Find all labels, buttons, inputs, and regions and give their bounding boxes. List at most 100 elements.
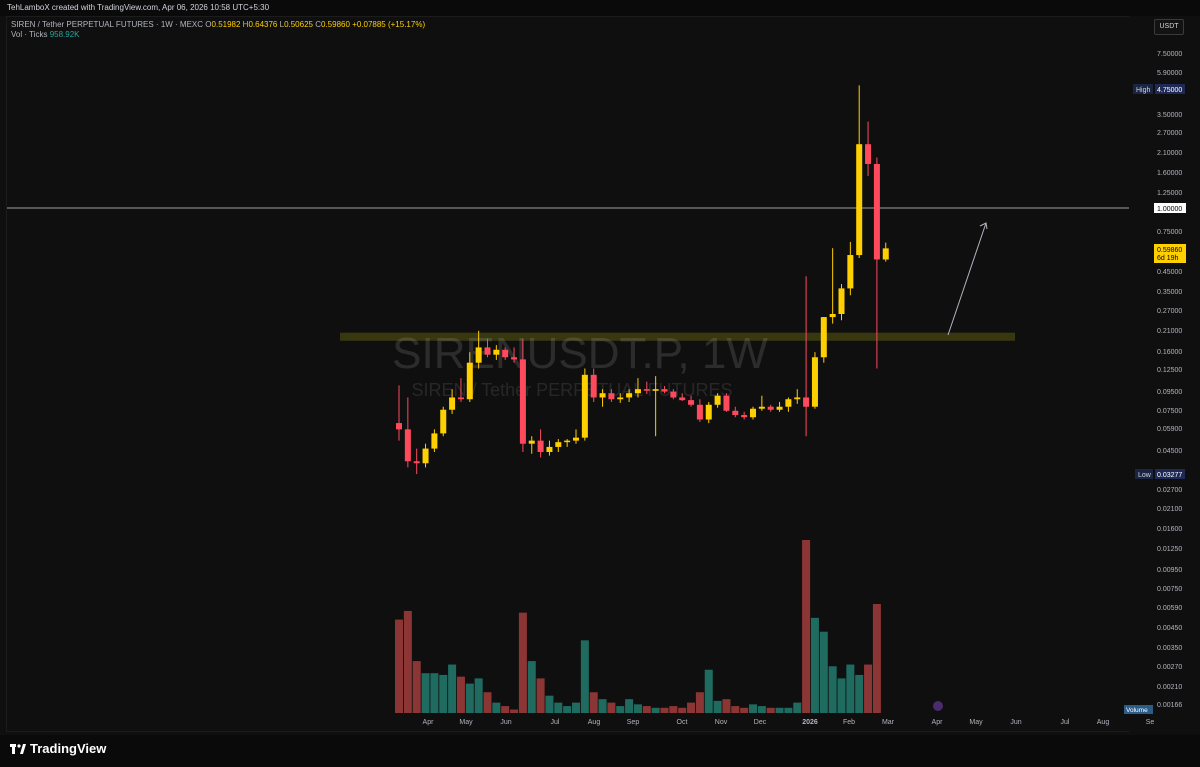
candle[interactable]: [502, 347, 509, 360]
candle[interactable]: [820, 317, 827, 363]
legend-symbol-row: SIREN / Tether PERPETUAL FUTURES · 1W · …: [11, 20, 425, 30]
candle[interactable]: [723, 393, 730, 412]
candle[interactable]: [608, 389, 615, 402]
price-axis-label: 0.09500: [1157, 389, 1182, 396]
candle[interactable]: [794, 389, 801, 404]
candle[interactable]: [511, 347, 518, 363]
volume-bar: [625, 699, 634, 713]
candle[interactable]: [873, 157, 880, 369]
candle[interactable]: [803, 276, 810, 437]
candle[interactable]: [457, 378, 464, 402]
candle-body: [449, 397, 456, 410]
legend-volume-label: Vol · Ticks: [11, 30, 48, 39]
candle[interactable]: [617, 393, 624, 403]
volume-bar: [766, 707, 775, 713]
candle[interactable]: [396, 385, 402, 441]
candle[interactable]: [882, 242, 889, 262]
candle[interactable]: [776, 401, 783, 412]
candle[interactable]: [741, 411, 748, 420]
candle[interactable]: [431, 429, 438, 452]
volume-bar: [669, 706, 678, 713]
candle[interactable]: [537, 429, 544, 458]
candle[interactable]: [422, 443, 429, 468]
candle[interactable]: [652, 376, 659, 437]
candle[interactable]: [856, 85, 863, 258]
price-axis-background[interactable]: [1129, 16, 1194, 732]
price-axis-label: 0.00270: [1157, 664, 1182, 671]
candle[interactable]: [643, 381, 650, 395]
candle[interactable]: [564, 439, 571, 447]
candle[interactable]: [546, 440, 553, 456]
candle[interactable]: [811, 352, 818, 409]
candle[interactable]: [573, 429, 579, 444]
volume-bar: [704, 669, 713, 713]
candle[interactable]: [449, 389, 456, 414]
candle[interactable]: [484, 338, 491, 358]
volume-bar: [828, 666, 837, 713]
trend-arrow-head: [979, 222, 988, 230]
candle[interactable]: [829, 248, 836, 324]
candle[interactable]: [493, 345, 500, 360]
candle-body: [741, 415, 748, 418]
candle[interactable]: [528, 436, 535, 454]
candle[interactable]: [750, 406, 756, 420]
candle[interactable]: [519, 338, 526, 452]
price-axis-label: 0.02100: [1157, 506, 1182, 513]
price-axis-label: 0.21000: [1157, 328, 1182, 335]
price-axis-label: 0.01250: [1157, 546, 1182, 553]
volume-bar: [545, 695, 554, 713]
candle[interactable]: [599, 389, 606, 407]
candle[interactable]: [714, 393, 721, 408]
candle[interactable]: [404, 397, 411, 468]
candle[interactable]: [767, 404, 774, 412]
candle-body: [794, 397, 801, 400]
high-marker-value: 4.75000: [1157, 87, 1182, 94]
candle[interactable]: [413, 448, 420, 475]
event-marker-icon[interactable]: [933, 701, 943, 711]
price-axis-label: 0.00950: [1157, 567, 1182, 574]
volume-bar: [731, 706, 740, 713]
candle-body: [440, 409, 447, 434]
candle-body: [732, 410, 739, 416]
chart-pane[interactable]: [6, 16, 1194, 732]
candle[interactable]: [581, 368, 588, 441]
tradingview-logo[interactable]: TradingView: [10, 741, 106, 757]
candle[interactable]: [758, 395, 765, 411]
candle[interactable]: [865, 121, 872, 177]
support-zone-rectangle[interactable]: [340, 332, 1015, 341]
candles-layer: [396, 85, 889, 475]
candle[interactable]: [590, 368, 597, 402]
currency-button[interactable]: USDT: [1154, 19, 1184, 35]
high-marker: High 4.75000: [1133, 84, 1185, 94]
candle[interactable]: [679, 393, 686, 402]
candle[interactable]: [475, 330, 482, 369]
trend-arrow-line[interactable]: [947, 222, 987, 336]
low-marker-value-tag: [1155, 469, 1185, 479]
volume-bar: [554, 702, 563, 713]
candle[interactable]: [732, 406, 739, 418]
candle[interactable]: [555, 439, 562, 452]
candle[interactable]: [466, 352, 473, 402]
candle[interactable]: [688, 395, 695, 407]
candle[interactable]: [847, 241, 854, 296]
candle[interactable]: [785, 397, 792, 412]
candle[interactable]: [661, 386, 668, 394]
candle[interactable]: [838, 284, 845, 321]
candle-body: [865, 144, 872, 164]
candle[interactable]: [670, 389, 677, 400]
candle-body: [882, 248, 889, 260]
candle[interactable]: [696, 399, 703, 422]
volume-bar: [642, 706, 651, 713]
candle-body: [705, 404, 712, 420]
candle[interactable]: [705, 401, 712, 424]
candle[interactable]: [440, 406, 447, 437]
candle[interactable]: [626, 389, 633, 402]
candle[interactable]: [634, 378, 641, 398]
legend-close-value: 0.59860: [321, 20, 350, 29]
high-marker-tag: [1133, 84, 1153, 94]
volume-label-tag: [1124, 705, 1153, 714]
candle-body: [422, 448, 429, 464]
candle-body: [564, 440, 571, 443]
